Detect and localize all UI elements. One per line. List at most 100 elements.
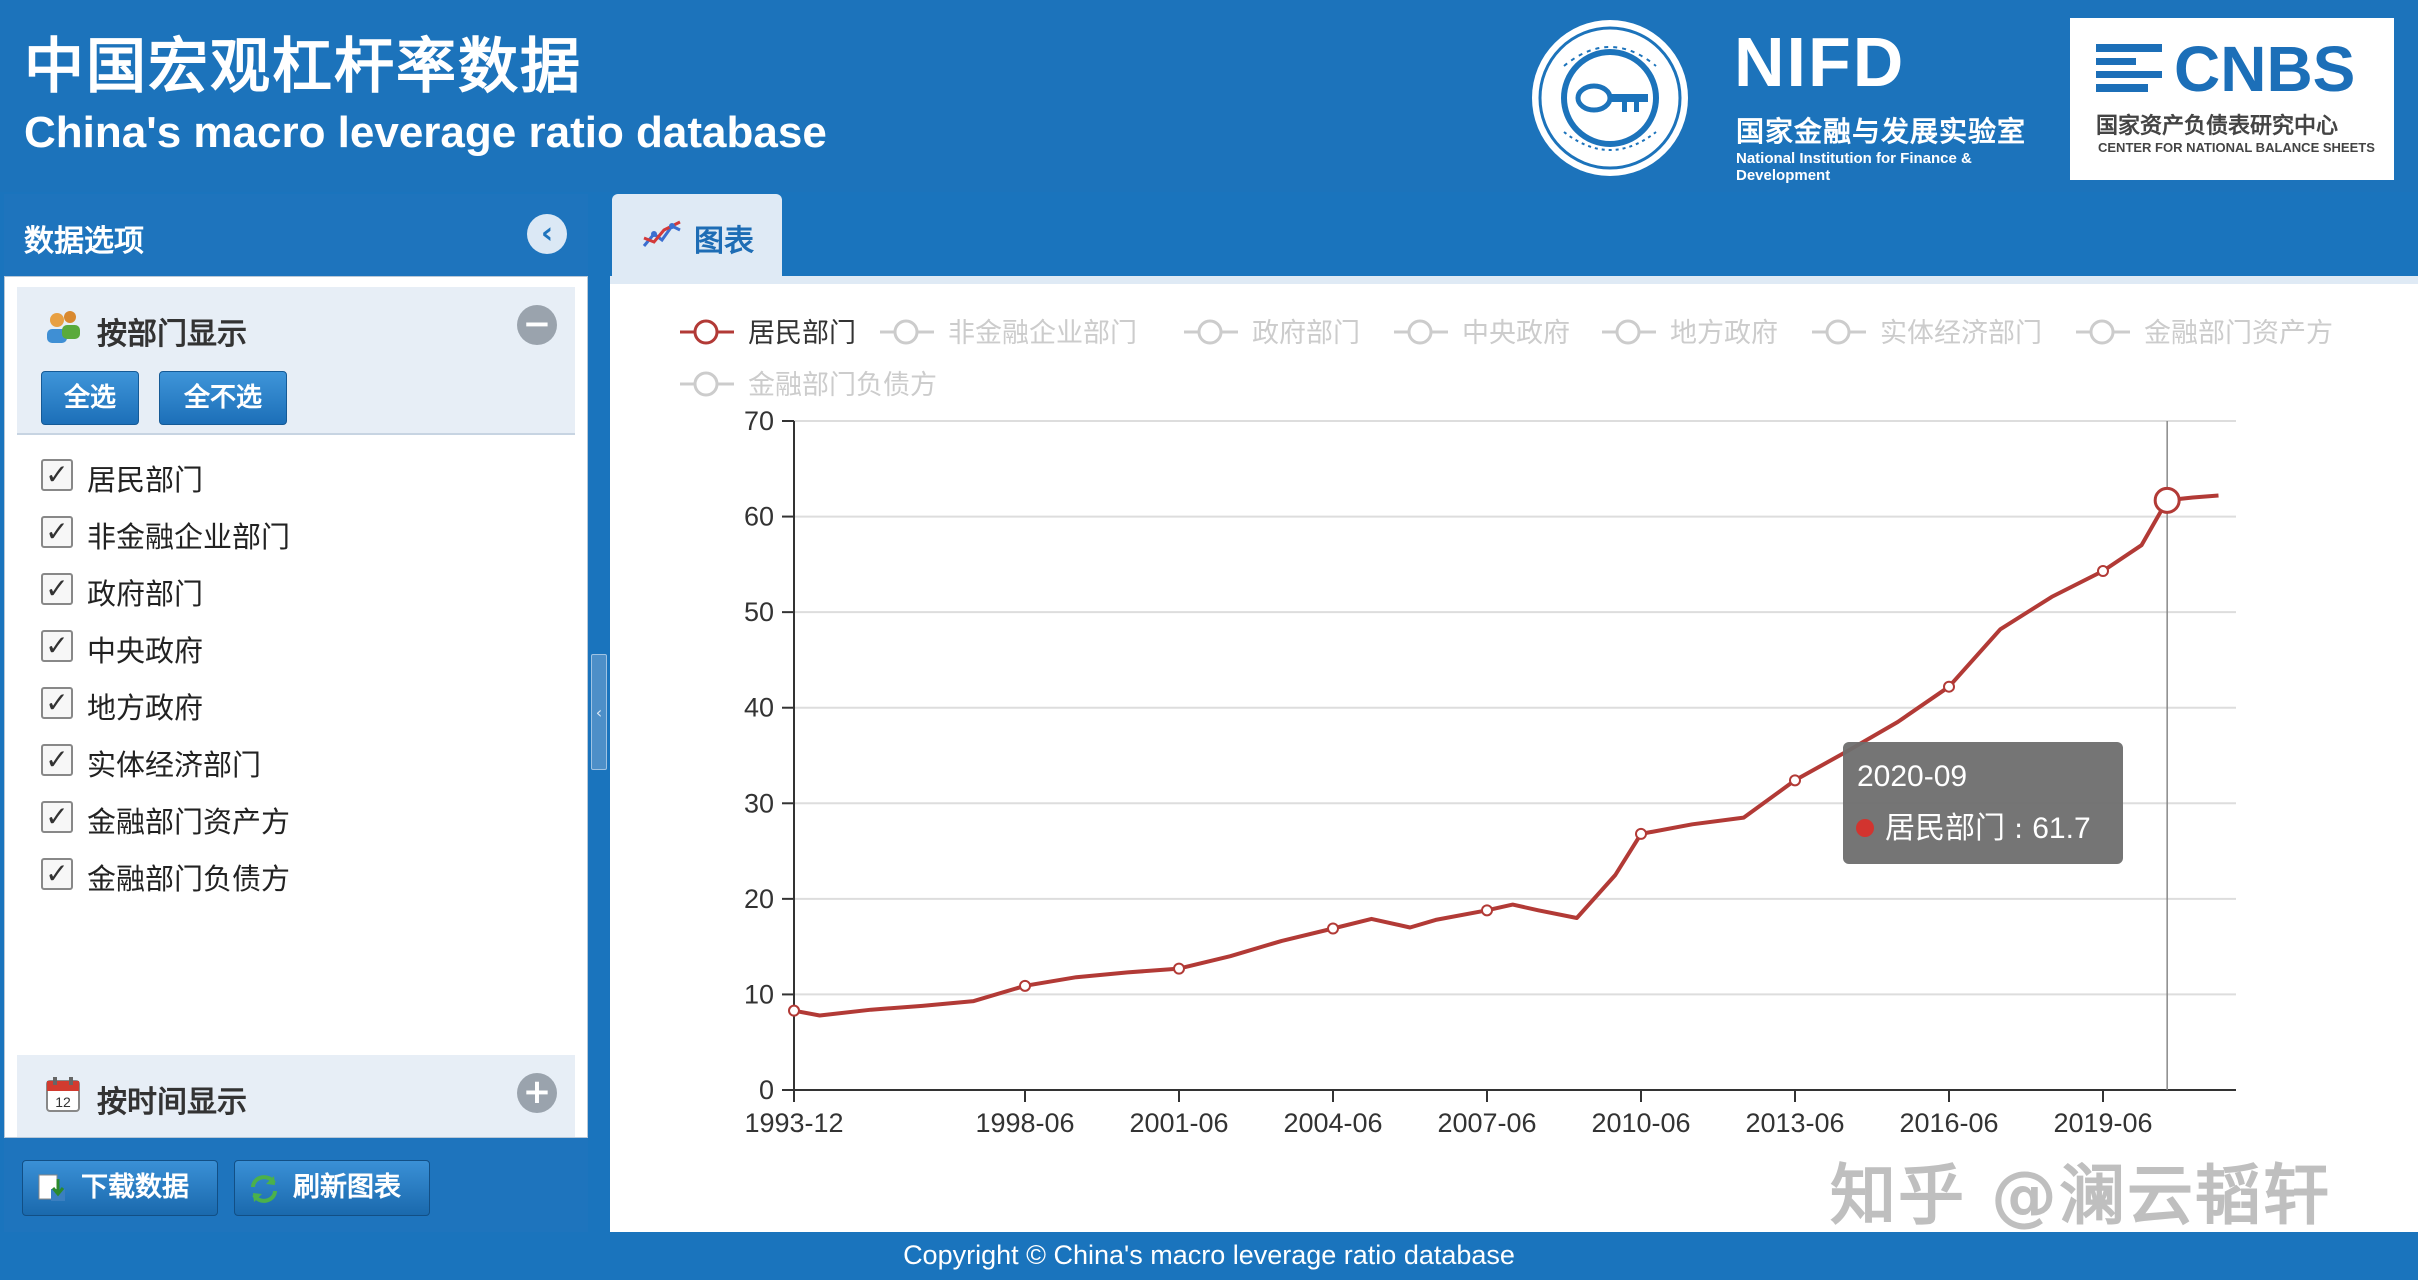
checkbox-label: 非金融企业部门 <box>87 520 291 554</box>
nifd-logo-name: NIFD <box>1734 23 1906 101</box>
checkbox-label: 居民部门 <box>87 463 204 497</box>
legend-label: 地方政府 <box>1670 318 1778 349</box>
legend-item[interactable]: 金融部门负债方 <box>680 370 937 401</box>
expand-plus-icon[interactable]: + <box>517 1073 557 1113</box>
splitter-handle-icon[interactable]: ‹ <box>591 654 607 770</box>
x-tick-label: 2019-06 <box>2053 1108 2152 1138</box>
y-tick-label: 70 <box>744 406 774 436</box>
legend-label: 金融部门负债方 <box>748 370 937 401</box>
legend-marker <box>1197 319 1223 345</box>
tooltip-series-name: 居民部门 : 61.7 <box>1885 811 2091 846</box>
nifd-logo-subtitle-en: National Institution for Finance & Devel… <box>1736 150 1972 184</box>
checkbox[interactable]: ✓ <box>41 459 73 491</box>
select-buttons-row: 全选 全不选 <box>17 359 575 435</box>
svg-text:12: 12 <box>55 1094 71 1110</box>
legend-item[interactable]: 地方政府 <box>1602 318 1778 349</box>
y-tick-label: 0 <box>759 1075 774 1105</box>
tab-chart-label: 图表 <box>694 224 754 259</box>
chart-gridlines <box>794 420 2236 996</box>
data-options-panel: 数据选项 ‹ 按部门显示 − 全选 全不选 ✓ 居民部门 ✓ 非金融企业部门 ✓ 政府部门… <box>4 194 588 1232</box>
chart-tooltip: 2020-09 居民部门 : 61.7 <box>1843 742 2123 864</box>
leverage-line-chart[interactable]: 居民部门 非金融企业部门 政府部门 中央政府 地方政府 实体经济部门 金融部门资产方金融部门… <box>610 284 2418 1232</box>
download-data-label: 下载数据 <box>81 1172 189 1203</box>
data-point <box>788 1004 800 1017</box>
data-options-body: 按部门显示 − 全选 全不选 ✓ 居民部门 ✓ 非金融企业部门 ✓ 政府部门 ✓ 中央政府 ✓ 地… <box>4 276 588 1138</box>
checkbox-label: 金融部门负债方 <box>87 862 291 896</box>
legend-label: 中央政府 <box>1462 318 1570 349</box>
checkbox[interactable]: ✓ <box>41 801 73 833</box>
refresh-chart-button[interactable]: 刷新图表 <box>234 1160 430 1216</box>
checkbox-label: 金融部门资产方 <box>87 805 291 839</box>
tooltip-box <box>1843 742 2123 864</box>
legend-item[interactable]: 金融部门资产方 <box>2076 318 2333 349</box>
users-icon <box>47 311 80 343</box>
cnbs-logo: CNBS 国家资产负债表研究中心 CENTER FOR NATIONAL BAL… <box>2070 18 2394 180</box>
watermark-text: 知乎 @澜云韬轩 <box>1830 1157 2331 1234</box>
tab-underline <box>610 276 2418 284</box>
select-all-button[interactable]: 全选 <box>41 371 139 425</box>
tab-chart[interactable]: 图表 <box>612 194 782 276</box>
by-time-accordion-header[interactable]: 12 按时间显示 + <box>17 1055 575 1137</box>
checkbox[interactable]: ✓ <box>41 744 73 776</box>
chart-series <box>788 421 2219 1090</box>
nifd-logo: NIFD 国家金融与发展实验室 National Institution for… <box>1734 22 2064 184</box>
by-sector-accordion-header[interactable]: 按部门显示 − <box>17 287 575 369</box>
download-data-button[interactable]: 下载数据 <box>22 1160 218 1216</box>
y-tick-label: 50 <box>744 597 774 627</box>
checkbox-label: 地方政府 <box>87 691 204 725</box>
y-tick-label: 20 <box>744 884 774 914</box>
series-line-household <box>793 493 2219 1018</box>
legend-marker <box>1407 319 1433 345</box>
legend-label: 居民部门 <box>748 318 856 349</box>
chart-panel: 图表 居民部门 非金融企业部门 政府部门 中央政府 地方政府 实体经济部门 金融部门资产方金… <box>610 194 2418 1232</box>
tooltip-separator: : <box>2005 812 2032 845</box>
data-options-title: 数据选项 <box>24 224 144 259</box>
data-point <box>1481 904 1493 917</box>
legend-item[interactable]: 非金融企业部门 <box>880 318 1137 349</box>
by-sector-label: 按部门显示 <box>97 317 247 352</box>
app-header: 中国宏观杠杆率数据 China's macro leverage ratio d… <box>0 0 2418 192</box>
checkbox-label: 中央政府 <box>87 634 204 668</box>
refresh-icon <box>251 1175 277 1203</box>
x-tick-label: 2007-06 <box>1437 1108 1536 1138</box>
legend-item[interactable]: 政府部门 <box>1184 318 1360 349</box>
checkbox-label: 政府部门 <box>87 577 204 611</box>
cnbs-mark-icon <box>2096 44 2162 92</box>
y-tick-label: 40 <box>744 693 774 723</box>
x-tick-label: 2001-06 <box>1129 1108 1228 1138</box>
page-title-en: China's macro leverage ratio database <box>24 108 827 157</box>
checkbox[interactable]: ✓ <box>41 573 73 605</box>
checkbox[interactable]: ✓ <box>41 687 73 719</box>
x-tick-label: 1993-12 <box>744 1108 843 1138</box>
legend-item[interactable]: 实体经济部门 <box>1812 318 2042 349</box>
checkbox[interactable]: ✓ <box>41 858 73 890</box>
tab-bar: 图表 <box>610 194 2418 276</box>
page-footer: Copyright © China's macro leverage ratio… <box>0 1232 2418 1280</box>
select-none-button[interactable]: 全不选 <box>159 371 287 425</box>
data-point <box>2097 565 2109 578</box>
page-title-cn: 中国宏观杠杆率数据 <box>24 32 582 102</box>
cnbs-logo-subtitle-en: CENTER FOR NATIONAL BALANCE SHEETS <box>2098 140 2375 155</box>
data-point <box>1019 979 1031 992</box>
legend-marker <box>2089 319 2115 345</box>
tooltip-date: 2020-09 <box>1857 760 1967 793</box>
highlighted-point <box>2153 486 2181 514</box>
x-tick-label: 2010-06 <box>1591 1108 1690 1138</box>
legend-marker <box>1825 319 1851 345</box>
data-point <box>1943 680 1955 693</box>
checkbox-label: 实体经济部门 <box>87 748 262 782</box>
collapse-minus-icon[interactable]: − <box>517 305 557 345</box>
panel-splitter[interactable]: ‹ <box>588 194 610 1232</box>
legend-item[interactable]: 中央政府 <box>1394 318 1570 349</box>
refresh-chart-label: 刷新图表 <box>293 1172 401 1203</box>
data-point <box>1173 962 1185 975</box>
checkbox[interactable]: ✓ <box>41 516 73 548</box>
legend-marker <box>1615 319 1641 345</box>
chart-legend: 居民部门 非金融企业部门 政府部门 中央政府 地方政府 实体经济部门 金融部门资产方金融部门… <box>680 318 2333 401</box>
collapse-panel-icon[interactable]: ‹ <box>527 214 567 254</box>
legend-item[interactable]: 居民部门 <box>680 318 856 349</box>
checkbox[interactable]: ✓ <box>41 630 73 662</box>
legend-marker <box>693 319 719 345</box>
data-options-header: 数据选项 ‹ <box>4 194 588 276</box>
nifd-logo-subtitle-cn: 国家金融与发展实验室 <box>1736 115 2027 148</box>
